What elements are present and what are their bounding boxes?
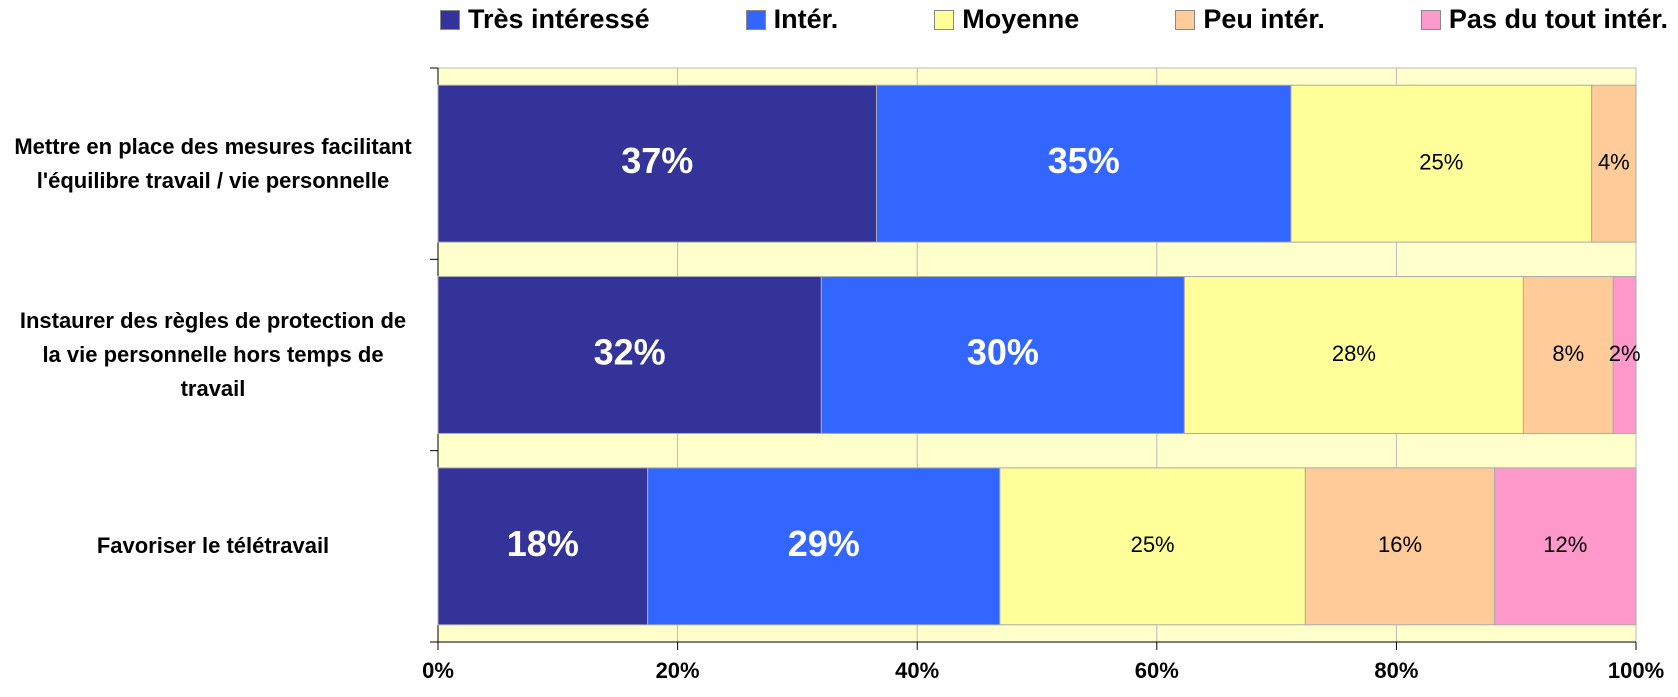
- data-label: 25%: [1131, 532, 1175, 557]
- data-label: 29%: [788, 523, 860, 564]
- legend-swatch: [934, 9, 955, 30]
- data-label: 30%: [967, 332, 1039, 373]
- legend-item: Très intéressé: [440, 4, 650, 35]
- bar: [875, 84, 1292, 243]
- bar: [437, 467, 649, 626]
- y-tick-label: Instaurer des règles de protection de la…: [19, 308, 407, 401]
- bar: [1183, 276, 1524, 434]
- legend-item: Peu intér.: [1175, 4, 1325, 35]
- legend-swatch: [1420, 9, 1441, 30]
- data-label: 16%: [1378, 532, 1422, 557]
- x-tick-label: 100%: [1608, 658, 1664, 683]
- legend-swatch: [745, 9, 766, 30]
- data-label: 28%: [1332, 341, 1376, 366]
- y-tick-label: Mettre en place des mesures facilitant l…: [14, 133, 412, 193]
- legend-item: Moyenne: [934, 4, 1079, 35]
- legend-item: Intér.: [745, 4, 839, 35]
- bar: [437, 84, 877, 243]
- legend-label: Intér.: [773, 4, 839, 34]
- x-tick-label: 20%: [656, 658, 700, 683]
- bar: [1494, 467, 1637, 626]
- legend-item: Pas du tout intér.: [1420, 4, 1668, 35]
- data-label: 8%: [1552, 341, 1584, 366]
- x-tick-label: 60%: [1135, 658, 1179, 683]
- legend-label: Pas du tout intér.: [1448, 4, 1668, 34]
- legend-swatch: [1175, 9, 1196, 30]
- bar: [1304, 467, 1496, 626]
- data-label: 4%: [1598, 149, 1630, 174]
- legend-label: Moyenne: [962, 4, 1080, 34]
- x-tick-label: 0%: [422, 658, 454, 683]
- x-tick-label: 40%: [895, 658, 939, 683]
- legend-swatch: [440, 9, 460, 30]
- data-label: 2%: [1609, 341, 1641, 366]
- bar: [1522, 276, 1614, 434]
- bar: [1591, 84, 1637, 243]
- bar: [820, 276, 1185, 434]
- data-label: 32%: [594, 332, 666, 373]
- legend-label: Peu intér.: [1203, 4, 1325, 34]
- data-label: 25%: [1419, 149, 1463, 174]
- data-label: 12%: [1543, 532, 1587, 557]
- bar: [1290, 84, 1593, 243]
- bar: [647, 467, 1001, 626]
- data-label: 35%: [1048, 140, 1120, 181]
- y-tick-label: Favoriser le télétravail: [96, 533, 330, 559]
- legend: Très intéressé Intér. Moyenne Peu intér. Pas…: [440, 4, 1668, 35]
- x-tick-label: 80%: [1374, 658, 1418, 683]
- bar: [1612, 276, 1637, 434]
- legend-label: Très intéressé: [468, 4, 650, 34]
- bar: [437, 276, 822, 434]
- data-label: 18%: [507, 523, 579, 564]
- data-label: 37%: [621, 140, 693, 181]
